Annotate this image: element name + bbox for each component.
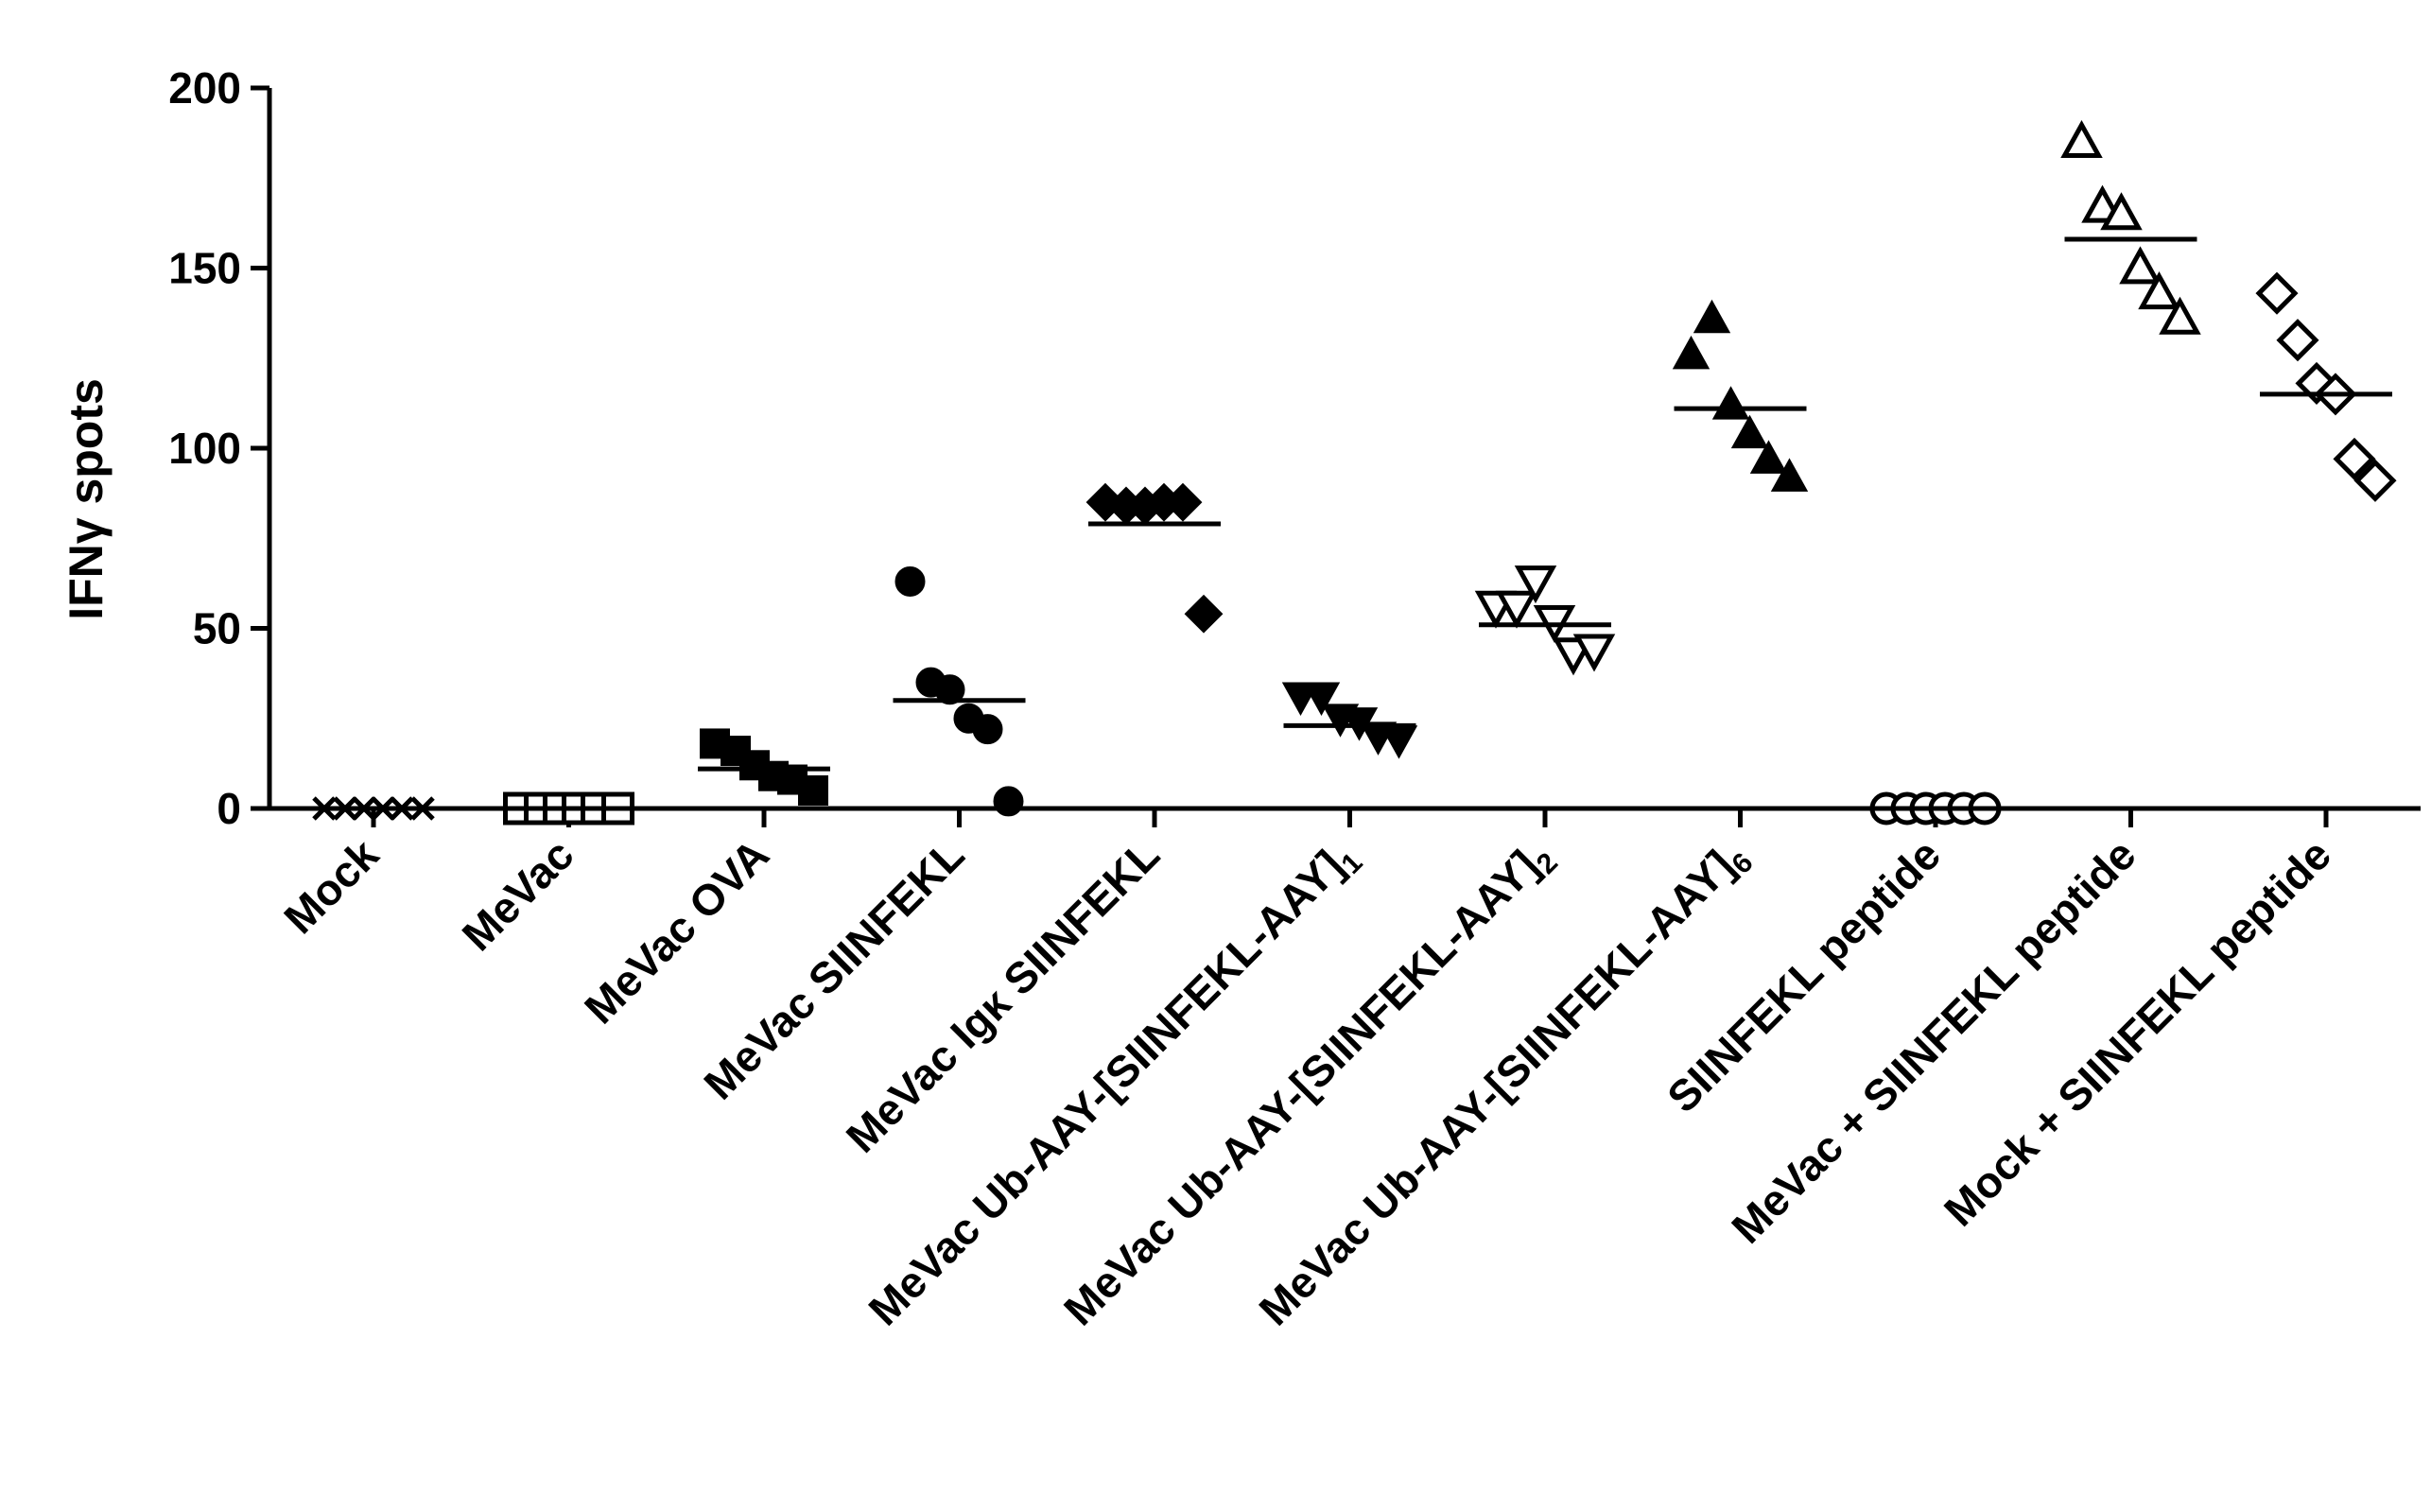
x-category-label: MeVac <box>453 829 583 960</box>
mean-lines <box>307 236 2392 811</box>
data-point <box>2060 120 2103 159</box>
data-point <box>1380 725 1418 759</box>
data-point <box>1163 482 1203 522</box>
x-category-label-part: MeVac + SIINFEKL peptide <box>1722 829 2144 1252</box>
x-category-label-part: MeVac Igκ SIINFEKL <box>837 829 1169 1161</box>
data-point <box>1730 414 1769 449</box>
data-point <box>1302 682 1341 716</box>
data-point <box>2159 296 2201 335</box>
data-point <box>798 774 828 806</box>
x-category-label: MeVac Igκ SIINFEKL <box>837 829 1169 1161</box>
y-tick-label: 0 <box>217 784 241 833</box>
data-point <box>1514 565 1557 604</box>
data-point <box>2138 271 2180 310</box>
data-points <box>312 120 2397 826</box>
x-category-label-part: MeVac <box>453 829 583 960</box>
data-point <box>972 714 1003 745</box>
y-tick-label: 150 <box>168 244 241 293</box>
data-point <box>1184 594 1224 634</box>
y-tick-label: 200 <box>168 63 241 113</box>
x-category-label: Mock + SIINFEKL peptide <box>1935 829 2340 1235</box>
data-point <box>1711 386 1750 420</box>
data-point <box>934 674 965 705</box>
data-point <box>2353 459 2397 502</box>
data-point <box>1495 590 1538 629</box>
y-tick-label: 50 <box>193 604 241 653</box>
data-point <box>2333 437 2376 480</box>
data-point <box>993 786 1024 817</box>
data-point <box>2276 319 2319 362</box>
data-point <box>1770 458 1809 492</box>
y-axis: 0 50 100 150 200 <box>168 63 272 833</box>
x-category-label-part: MeVac OVA <box>575 829 778 1033</box>
data-point <box>2100 192 2143 231</box>
data-point <box>1693 299 1731 334</box>
data-point <box>2119 246 2162 285</box>
data-point <box>1749 440 1788 474</box>
x-category-label: MeVac OVA <box>575 829 778 1033</box>
x-category-label: MeVac + SIINFEKL peptide <box>1722 829 2144 1252</box>
data-point <box>1572 634 1616 672</box>
y-tick-label: 100 <box>168 424 241 473</box>
x-category-label-part: Mock <box>274 829 388 943</box>
data-point <box>894 565 926 597</box>
y-axis-title: IFNγ spots <box>60 378 113 620</box>
data-point <box>2255 271 2299 315</box>
x-category-label-part: Mock + SIINFEKL peptide <box>1935 829 2340 1235</box>
data-point <box>1672 335 1710 370</box>
x-category-label: Mock <box>274 829 388 943</box>
